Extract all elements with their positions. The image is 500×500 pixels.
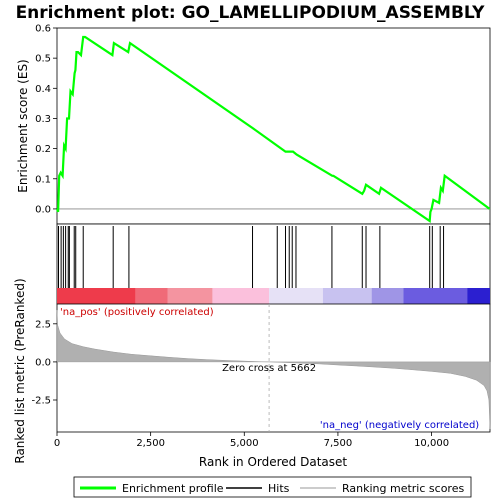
color-bar-segment bbox=[371, 288, 404, 304]
top-y-tick-label: 0.1 bbox=[35, 174, 51, 185]
x-tick-label: 10,000 bbox=[414, 438, 449, 449]
color-bar-segment bbox=[212, 288, 270, 304]
top-y-tick-label: 0.2 bbox=[35, 144, 51, 155]
legend: Enrichment profile Hits Ranking metric s… bbox=[73, 476, 472, 498]
color-bar-segment bbox=[467, 288, 490, 304]
legend-item-enrichment: Enrichment profile bbox=[122, 482, 224, 495]
bottom-y-tick-label: -2.5 bbox=[31, 396, 51, 407]
bottom-y-tick-label: 2.5 bbox=[35, 319, 51, 330]
x-tick-label: 5,000 bbox=[230, 438, 259, 449]
x-tick-label: 7,500 bbox=[324, 438, 353, 449]
bottom-y-axis-label: Ranked list metric (PreRanked) bbox=[13, 278, 27, 463]
enrichment-score-panel: 0.0 0.1 0.2 0.3 0.4 0.5 0.6 Enrichment score (… bbox=[16, 24, 491, 225]
positive-correlation-label: 'na_pos' (positively correlated) bbox=[60, 307, 214, 318]
hits-panel bbox=[56, 223, 491, 305]
color-bar-segment bbox=[403, 288, 468, 304]
top-y-tick-label: 0.4 bbox=[35, 84, 51, 95]
legend-item-metric: Ranking metric scores bbox=[342, 482, 464, 495]
legend-item-hits: Hits bbox=[268, 482, 290, 495]
top-y-tick-label: 0.6 bbox=[35, 24, 51, 35]
color-bar-segment bbox=[167, 288, 213, 304]
top-y-axis-label: Enrichment score (ES) bbox=[16, 59, 30, 192]
top-y-tick-label: 0.5 bbox=[35, 54, 51, 65]
negative-correlation-label: 'na_neg' (negatively correlated) bbox=[320, 420, 479, 431]
top-y-tick-label: 0.3 bbox=[35, 114, 51, 125]
color-bar-segment bbox=[322, 288, 372, 304]
bottom-y-tick-label: 0.0 bbox=[35, 357, 51, 368]
x-ticks: 0 2,500 5,000 7,500 10,000 bbox=[54, 432, 449, 449]
rank-color-bar bbox=[57, 288, 490, 304]
legend-frame bbox=[73, 476, 472, 498]
enrichment-profile-line bbox=[55, 35, 491, 223]
x-axis-label: Rank in Ordered Dataset bbox=[199, 455, 347, 469]
ranked-metric-panel: 2.5 0.0 -2.5 'na_pos' (positively correlat… bbox=[13, 278, 491, 464]
chart-title: Enrichment plot: GO_LAMELLIPODIUM_ASSEMB… bbox=[16, 3, 486, 23]
color-bar-segment bbox=[269, 288, 323, 304]
x-tick-label: 2,500 bbox=[136, 438, 165, 449]
x-tick-label: 0 bbox=[54, 438, 60, 449]
zero-cross-label: Zero cross at 5662 bbox=[222, 363, 316, 374]
top-y-tick-label: 0.0 bbox=[35, 204, 51, 215]
top-panel-frame bbox=[56, 27, 491, 225]
bottom-y-ticks: 2.5 0.0 -2.5 bbox=[31, 319, 57, 407]
color-bar-segment bbox=[135, 288, 168, 304]
color-bar-segment bbox=[57, 288, 136, 304]
top-y-ticks: 0.0 0.1 0.2 0.3 0.4 0.5 0.6 bbox=[35, 24, 57, 215]
hit-marks bbox=[57, 226, 445, 288]
ranking-metric-area bbox=[56, 310, 491, 430]
